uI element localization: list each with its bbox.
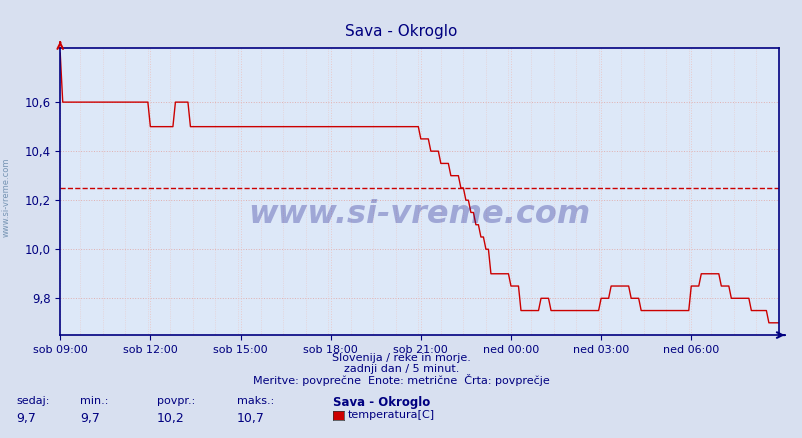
Text: 10,7: 10,7 <box>237 412 265 425</box>
Text: www.si-vreme.com: www.si-vreme.com <box>248 199 590 230</box>
Text: Slovenija / reke in morje.: Slovenija / reke in morje. <box>332 353 470 363</box>
Text: povpr.:: povpr.: <box>156 396 195 406</box>
Text: 9,7: 9,7 <box>16 412 36 425</box>
Text: Sava - Okroglo: Sava - Okroglo <box>333 396 430 410</box>
Text: zadnji dan / 5 minut.: zadnji dan / 5 minut. <box>343 364 459 374</box>
Text: www.si-vreme.com: www.si-vreme.com <box>2 157 11 237</box>
Text: Meritve: povprečne  Enote: metrične  Črta: povprečje: Meritve: povprečne Enote: metrične Črta:… <box>253 374 549 386</box>
Text: sedaj:: sedaj: <box>16 396 50 406</box>
Text: temperatura[C]: temperatura[C] <box>347 410 434 420</box>
Text: 9,7: 9,7 <box>80 412 100 425</box>
Text: Sava - Okroglo: Sava - Okroglo <box>345 24 457 39</box>
Text: maks.:: maks.: <box>237 396 273 406</box>
Text: min.:: min.: <box>80 396 108 406</box>
Text: 10,2: 10,2 <box>156 412 184 425</box>
